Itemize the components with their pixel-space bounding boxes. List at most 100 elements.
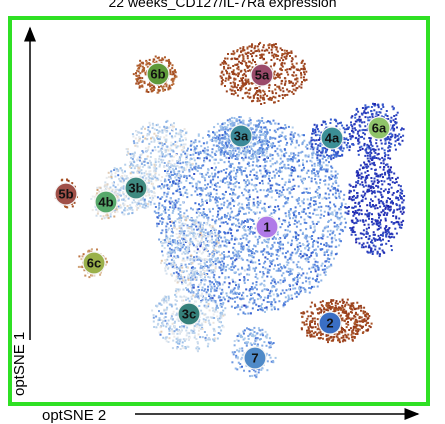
- cell-point: [361, 147, 364, 150]
- cell-point: [236, 197, 239, 199]
- cell-point: [190, 182, 193, 185]
- cell-point: [359, 125, 362, 128]
- cell-point: [171, 332, 174, 335]
- cell-point: [121, 177, 124, 180]
- cell-point: [329, 308, 332, 311]
- cell-point: [229, 201, 232, 204]
- cell-point: [238, 208, 241, 211]
- cell-point: [243, 279, 246, 282]
- cell-point: [266, 147, 269, 150]
- cell-point: [273, 279, 276, 282]
- cell-point: [220, 83, 223, 86]
- cell-point: [335, 335, 338, 338]
- cell-point: [312, 241, 314, 244]
- cell-point: [179, 269, 181, 272]
- cell-point: [345, 128, 348, 131]
- cell-point: [197, 333, 200, 336]
- cell-point: [251, 261, 254, 264]
- cell-point: [177, 288, 180, 291]
- cell-point: [206, 273, 209, 275]
- cell-point: [274, 96, 277, 99]
- cell-point: [130, 206, 133, 209]
- cell-point: [226, 151, 228, 154]
- cell-point: [181, 281, 183, 284]
- cell-point: [317, 237, 320, 240]
- cell-point: [211, 256, 214, 258]
- cell-point: [298, 197, 300, 200]
- cell-point: [267, 294, 270, 297]
- cell-point: [360, 325, 363, 328]
- cell-point: [167, 255, 170, 258]
- cell-point: [191, 223, 194, 226]
- cell-point: [252, 95, 255, 98]
- cell-point: [273, 308, 276, 311]
- cell-point: [204, 228, 207, 231]
- cell-point: [343, 217, 346, 220]
- cell-point: [190, 207, 192, 210]
- cell-point: [109, 186, 112, 189]
- cell-point: [276, 233, 279, 236]
- cell-point: [161, 196, 164, 199]
- cell-point: [293, 214, 296, 217]
- cell-point: [295, 235, 297, 238]
- cell-point: [311, 152, 314, 155]
- cell-point: [227, 298, 230, 301]
- cell-point: [286, 229, 289, 232]
- cell-point: [351, 308, 354, 311]
- cell-point: [167, 191, 170, 194]
- cell-point: [196, 228, 199, 231]
- cell-point: [200, 328, 203, 331]
- cell-point: [214, 222, 217, 225]
- cell-point: [250, 155, 253, 158]
- cell-point: [200, 309, 203, 312]
- cell-point: [341, 154, 344, 157]
- cell-point: [329, 118, 332, 121]
- cell-point: [280, 57, 283, 59]
- cell-point: [323, 254, 326, 256]
- cell-point: [290, 143, 292, 146]
- cell-point: [345, 336, 348, 339]
- cell-point: [283, 234, 286, 237]
- cell-point: [272, 235, 275, 238]
- cell-point: [222, 265, 225, 268]
- cell-point: [185, 296, 188, 299]
- cell-point: [109, 215, 112, 218]
- cell-point: [171, 347, 174, 350]
- cell-point: [284, 77, 287, 80]
- cell-point: [207, 338, 210, 341]
- cell-point: [266, 275, 269, 278]
- cell-point: [228, 267, 231, 270]
- cell-point: [285, 252, 288, 254]
- cell-point: [181, 341, 184, 344]
- cell-point: [269, 129, 271, 132]
- cell-point: [196, 325, 199, 327]
- cell-point: [255, 171, 258, 174]
- cell-point: [332, 230, 335, 233]
- cell-point: [196, 157, 199, 160]
- cell-point: [246, 51, 249, 54]
- cell-point: [281, 193, 284, 196]
- cell-point: [229, 154, 232, 157]
- cell-point: [212, 261, 215, 263]
- cell-point: [251, 251, 254, 253]
- cell-point: [391, 127, 394, 130]
- cell-point: [354, 116, 357, 119]
- cell-point: [144, 177, 147, 180]
- cell-point: [197, 294, 200, 297]
- cell-point: [232, 152, 235, 155]
- cell-point: [225, 62, 228, 65]
- cell-point: [307, 258, 310, 261]
- cell-point: [198, 297, 200, 300]
- cell-point: [210, 295, 213, 297]
- cell-point: [310, 270, 312, 273]
- cell-point: [171, 330, 174, 333]
- cell-point: [226, 133, 228, 136]
- cell-point: [269, 153, 272, 156]
- cell-point: [229, 227, 232, 230]
- cell-point: [175, 328, 178, 331]
- cell-point: [294, 89, 297, 92]
- cell-point: [181, 325, 183, 328]
- cell-point: [121, 179, 124, 181]
- cell-point: [319, 168, 322, 171]
- cell-point: [367, 111, 369, 114]
